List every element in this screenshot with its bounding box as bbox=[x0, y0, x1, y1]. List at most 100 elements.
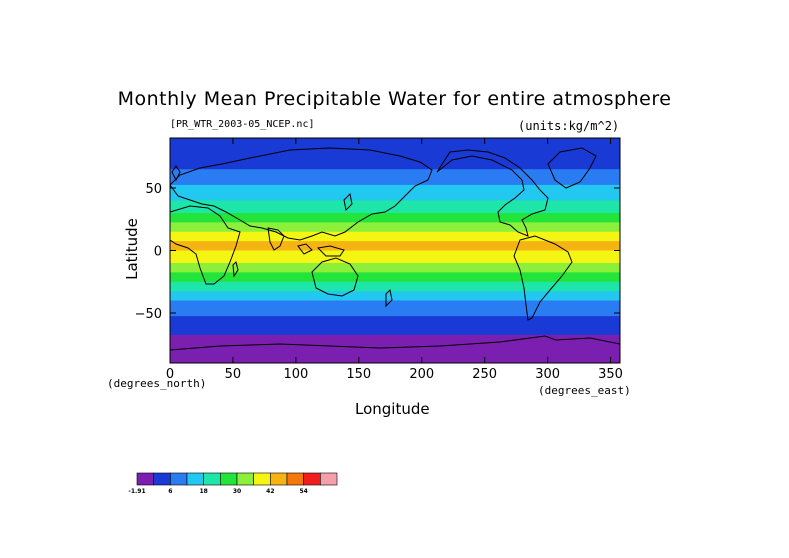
x-unit-label: (degrees_east) bbox=[538, 384, 631, 397]
field-band bbox=[170, 163, 620, 167]
field-band bbox=[170, 191, 620, 195]
x-tick-label: 300 bbox=[535, 367, 560, 382]
field-band bbox=[170, 306, 620, 311]
field-band bbox=[170, 144, 620, 148]
file-label: [PR_WTR_2003-05_NCEP.nc] bbox=[170, 119, 315, 130]
field-band bbox=[170, 228, 620, 233]
colorbar-label: 18 bbox=[199, 488, 207, 495]
field-band bbox=[170, 288, 620, 292]
field-band bbox=[170, 278, 620, 283]
field-band bbox=[170, 225, 620, 230]
field-band bbox=[170, 313, 620, 317]
colorbar-swatch bbox=[203, 472, 221, 486]
x-axis-title: Longitude bbox=[355, 400, 430, 418]
field-band bbox=[170, 263, 620, 267]
field-band bbox=[170, 138, 620, 142]
field-band bbox=[170, 166, 620, 170]
field-band bbox=[170, 181, 620, 186]
field-band bbox=[170, 238, 620, 242]
x-tick-label: 0 bbox=[166, 367, 174, 382]
field-band bbox=[170, 147, 620, 151]
field-band bbox=[170, 269, 620, 273]
field-band bbox=[170, 275, 620, 280]
y-tick-label: 0 bbox=[154, 245, 162, 260]
x-tick-label: 100 bbox=[283, 367, 308, 382]
field-band bbox=[170, 256, 620, 261]
field-band bbox=[170, 234, 620, 239]
field-band bbox=[170, 209, 620, 214]
field-band bbox=[170, 159, 620, 164]
field-band bbox=[170, 319, 620, 323]
field-band bbox=[170, 350, 620, 355]
field-band bbox=[170, 347, 620, 351]
colorbar-swatch bbox=[270, 472, 288, 486]
field-band bbox=[170, 309, 620, 314]
colorbar-label: 6 bbox=[168, 488, 172, 495]
field-band bbox=[170, 344, 620, 348]
colorbar-swatch bbox=[136, 472, 154, 486]
field-band bbox=[170, 359, 620, 363]
field-band bbox=[170, 213, 620, 217]
field-band bbox=[170, 356, 620, 361]
field-band bbox=[170, 172, 620, 176]
axes: 0 50 100 150 200 250 300 350 −50 0 50 bbox=[135, 138, 623, 382]
y-tick-label: −50 bbox=[135, 307, 162, 322]
field-band bbox=[170, 156, 620, 161]
field-band bbox=[170, 331, 620, 336]
field-band bbox=[170, 300, 620, 305]
field-band bbox=[170, 316, 620, 320]
x-tick-label: 350 bbox=[598, 367, 623, 382]
colorbar-swatch bbox=[320, 472, 338, 486]
field-band bbox=[170, 184, 620, 189]
field-band bbox=[170, 200, 620, 205]
field-band bbox=[170, 197, 620, 201]
colorbar-label: 54 bbox=[299, 488, 307, 495]
y-axis-title: Latitude bbox=[123, 218, 141, 280]
x-tick-label: 50 bbox=[225, 367, 242, 382]
field-band bbox=[170, 253, 620, 258]
y-unit-label: (degrees_north) bbox=[107, 377, 207, 390]
colorbar-swatch bbox=[170, 472, 188, 486]
field-band bbox=[170, 244, 620, 248]
coastlines bbox=[170, 147, 620, 351]
colorbar-swatch bbox=[236, 472, 254, 486]
field-band bbox=[170, 328, 620, 333]
colorbar-label: -1.91 bbox=[128, 488, 145, 495]
field-band bbox=[170, 281, 620, 286]
field-band bbox=[170, 294, 620, 298]
precipitable-water-field bbox=[170, 138, 620, 363]
field-band bbox=[170, 322, 620, 326]
field-band bbox=[170, 266, 620, 270]
field-band bbox=[170, 303, 620, 308]
field-band bbox=[170, 175, 620, 180]
colorbar-swatch bbox=[220, 472, 238, 486]
field-band bbox=[170, 241, 620, 245]
field-band bbox=[170, 206, 620, 211]
field-band bbox=[170, 250, 620, 255]
chart-title: Monthly Mean Precipitable Water for enti… bbox=[117, 88, 672, 110]
field-band bbox=[170, 150, 620, 155]
colorbar-swatch bbox=[286, 472, 304, 486]
field-band bbox=[170, 338, 620, 342]
field-band bbox=[170, 297, 620, 301]
field-band bbox=[170, 216, 620, 220]
field-band bbox=[170, 291, 620, 295]
field-band bbox=[170, 272, 620, 276]
colorbar-swatch bbox=[186, 472, 204, 486]
field-band bbox=[170, 219, 620, 223]
field-band bbox=[170, 325, 620, 330]
colorbar-label: 42 bbox=[266, 488, 274, 495]
x-tick-label: 150 bbox=[346, 367, 371, 382]
x-tick-label: 250 bbox=[472, 367, 497, 382]
colorbar-label: 30 bbox=[233, 488, 241, 495]
field-band bbox=[170, 341, 620, 345]
y-tick-label: 50 bbox=[145, 182, 162, 197]
units-label: (units:kg/m^2) bbox=[518, 119, 620, 133]
colorbar: -1.91 6 18 30 42 54 bbox=[128, 472, 338, 495]
x-tick-label: 200 bbox=[409, 367, 434, 382]
field-band bbox=[170, 247, 620, 251]
field-band bbox=[170, 188, 620, 192]
field-band bbox=[170, 231, 620, 236]
field-band bbox=[170, 222, 620, 226]
